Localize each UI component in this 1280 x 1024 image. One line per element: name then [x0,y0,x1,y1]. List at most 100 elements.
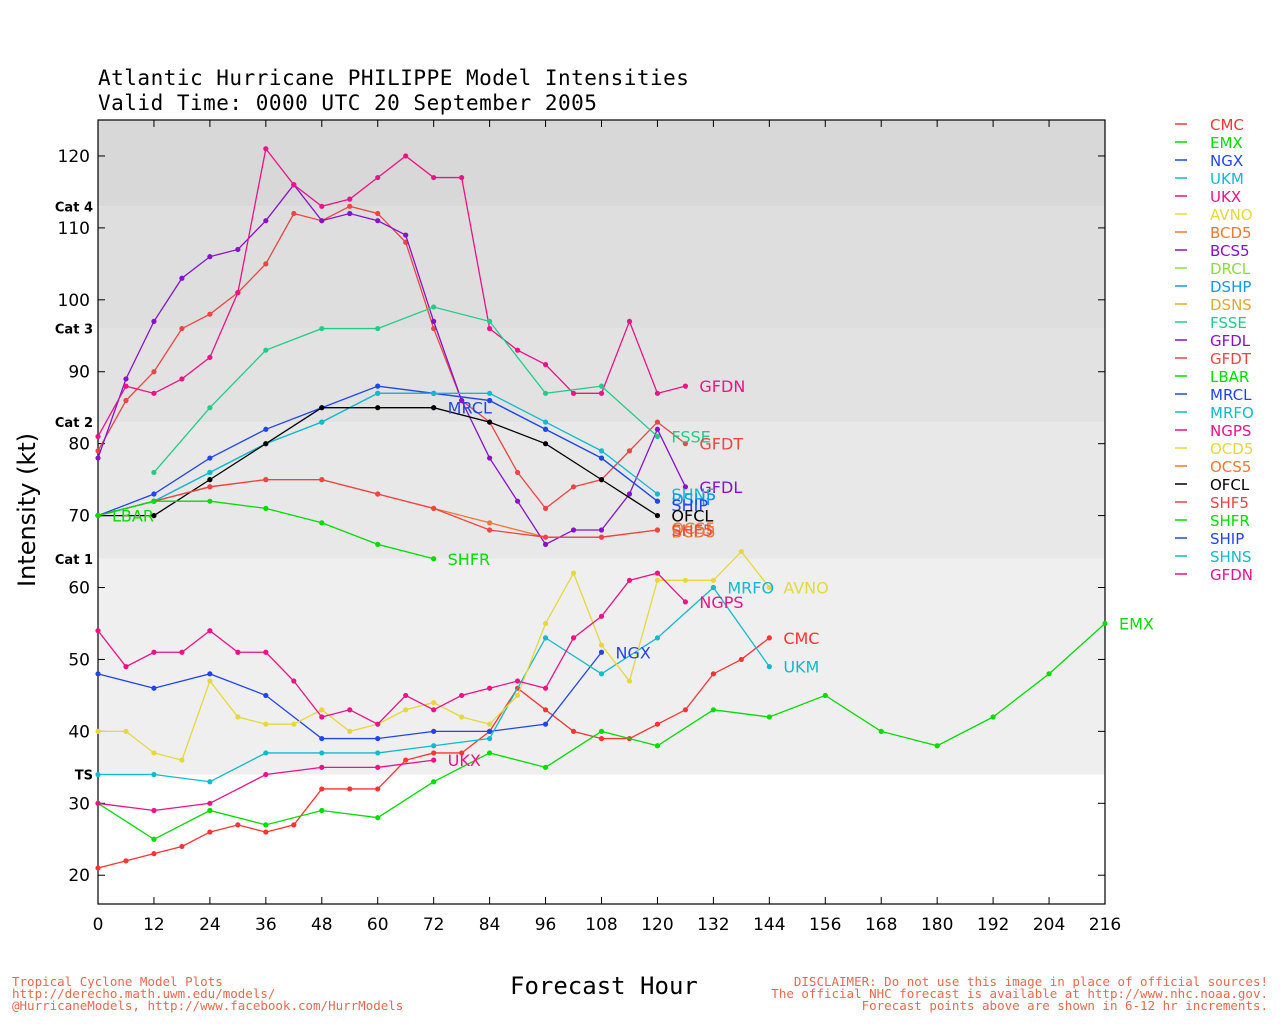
series-gfdn [95,146,689,440]
data-point [375,325,381,332]
data-point [431,304,437,310]
category-label: Cat 4 [55,200,93,215]
data-point [542,635,549,641]
legend-entry: SHF5 [1210,494,1249,512]
data-point [235,822,241,828]
series-end-label: GFDN [699,377,745,396]
legend-entry: MRFO [1210,404,1254,422]
data-point [598,448,605,454]
data-point [710,671,716,677]
data-point [263,477,269,483]
data-point [319,405,325,411]
data-point [654,577,661,583]
data-point [207,354,213,360]
category-label: Cat 3 [55,323,93,338]
data-point [710,707,716,713]
data-point [235,246,241,253]
data-point [626,678,633,684]
data-point [654,527,661,533]
data-point [235,714,241,720]
legend-entry: BCD5 [1210,224,1252,242]
y-tick-label: 50 [68,650,90,670]
data-point [263,771,269,778]
data-point [375,174,381,181]
series-line [97,651,603,740]
data-point [207,254,213,260]
series-end-label: MRFO [727,579,774,598]
data-point [682,707,689,713]
data-point [682,577,689,583]
data-point [403,692,409,699]
data-point [487,685,493,691]
data-point [123,397,129,404]
legend-entry: NGPS [1210,422,1251,440]
data-point [263,426,269,432]
data-point [319,520,325,526]
data-point [263,822,269,828]
data-point [263,347,269,353]
legend-entry: UKM [1210,170,1244,188]
data-point [207,477,213,483]
data-point [319,203,325,209]
data-point [542,505,549,512]
data-point [95,433,101,440]
data-point [151,512,157,519]
data-point [375,218,381,224]
data-point [1102,620,1108,627]
data-point [1046,671,1052,677]
series-end-label: GFDT [699,435,743,454]
legend-entry: SHFR [1210,512,1250,530]
y-tick-label: 110 [58,219,90,239]
data-point [431,707,437,713]
legend-entry: SHNS [1210,548,1252,566]
data-point [431,728,437,734]
data-point [542,721,549,727]
data-point [347,203,353,209]
data-point [375,750,381,756]
footer-disclaimer: DISCLAIMER: Do not use this image in pla… [771,975,1268,1012]
data-point [207,469,213,476]
series-end-label: MRCL [448,399,492,418]
data-point [123,858,129,864]
series-mrfo [710,584,716,591]
data-point [598,455,605,461]
x-tick-label: 216 [1089,915,1121,935]
data-point [207,311,213,317]
data-point [654,635,661,641]
data-point [570,635,577,641]
footer-credits: Tropical Cyclone Model Plots http://dere… [12,975,403,1012]
x-tick-label: 156 [809,915,841,935]
data-point [487,721,493,727]
data-point [179,757,185,763]
data-point [375,735,381,742]
legend-entry: DSNS [1210,296,1252,314]
data-point [487,318,493,324]
x-axis-label: Forecast Hour [510,972,698,1000]
data-point [459,692,465,699]
data-point [403,153,409,159]
x-tick-label: 120 [641,915,673,935]
legend-entry: SHIP [1210,530,1244,548]
data-point [570,390,577,396]
data-point [207,628,213,634]
data-point [514,498,521,504]
data-point [319,707,325,713]
data-point [822,692,828,699]
data-point [598,642,605,648]
x-tick-label: 0 [93,915,104,935]
data-point [319,807,325,814]
data-point [431,325,437,332]
data-point [542,685,549,691]
data-point [375,405,381,411]
legend-entry: DSHP [1210,278,1251,296]
data-point [710,577,716,583]
data-point [654,491,661,497]
series-line [97,183,687,546]
x-tick-label: 180 [921,915,953,935]
data-point [123,664,129,670]
data-point [375,786,381,792]
category-band [98,206,1105,329]
category-band [98,558,1105,775]
data-point [542,441,549,447]
data-point [542,707,549,713]
